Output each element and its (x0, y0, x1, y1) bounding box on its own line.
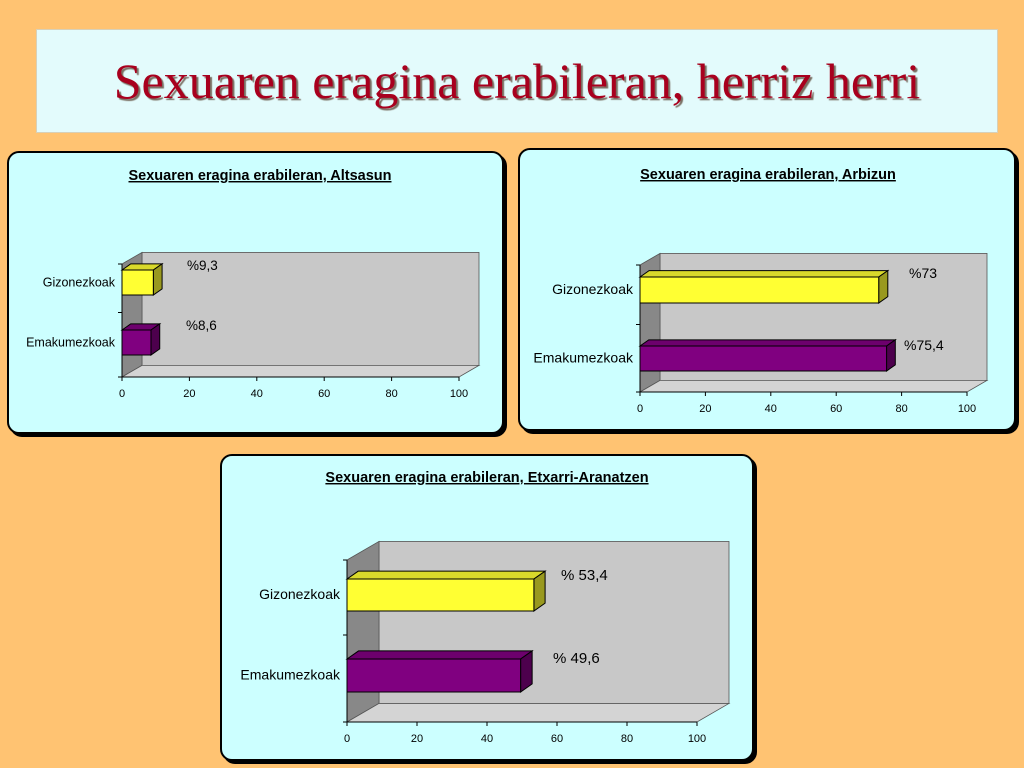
data-label: %8,6 (186, 318, 217, 333)
x-tick-label: 40 (765, 403, 777, 415)
x-tick-label: 80 (895, 403, 907, 415)
x-tick-label: 0 (119, 388, 125, 400)
plot-back-wall (141, 252, 480, 366)
chart-title: Sexuaren eragina erabileran, Altsasun (129, 168, 392, 184)
slide-title-box: Sexuaren eragina erabileran, herriz herr… (36, 29, 998, 133)
plot-floor (345, 703, 731, 723)
bar-emakumezkoak (639, 345, 888, 372)
plot-floor (120, 364, 481, 378)
x-tick-label: 60 (830, 403, 842, 415)
y-category-label: Emakumezkoak (26, 336, 116, 350)
data-label: %75,4 (904, 337, 944, 353)
bar-end-face (152, 262, 163, 296)
bar-end-face (150, 322, 161, 356)
bar-emakumezkoak (346, 658, 522, 693)
x-tick-label: 100 (958, 403, 976, 415)
bar-end-face (886, 338, 896, 372)
y-category-label: Gizonezkoak (43, 276, 116, 290)
bar-top-face (638, 339, 897, 347)
bar-gizonezkoak (639, 276, 880, 304)
x-tick-label: 40 (251, 388, 263, 400)
x-tick-label: 100 (688, 733, 706, 745)
chart-etxarri-aranatz: Sexuaren eragina erabileran, Etxarri-Ara… (220, 454, 754, 761)
chart-title: Sexuaren eragina erabileran, Etxarri-Ara… (325, 470, 648, 486)
x-tick-label: 60 (551, 733, 563, 745)
x-tick-label: 0 (344, 733, 350, 745)
x-tick-label: 0 (637, 403, 643, 415)
bar-top-face (345, 570, 547, 580)
bar-emakumezkoak (121, 329, 152, 356)
chart-title: Sexuaren eragina erabileran, Arbizun (640, 167, 896, 183)
chart-altsasu: Sexuaren eragina erabileran, Altsasun 0 20… (7, 151, 504, 434)
x-tick-label: 20 (411, 733, 423, 745)
chart-svg-altsasu: Sexuaren eragina erabileran, Altsasun 0 20… (26, 168, 481, 400)
bar-top-face (345, 650, 534, 660)
plot-floor (638, 379, 989, 393)
data-label: %9,3 (187, 258, 218, 273)
chart-svg-arbizu: Sexuaren eragina erabileran, Arbizun 0 20 4… (533, 167, 989, 415)
slide-title: Sexuaren eragina erabileran, herriz herr… (113, 53, 921, 109)
x-tick-label: 100 (450, 388, 468, 400)
chart-svg-etxarri-aranatz: Sexuaren eragina erabileran, Etxarri-Ara… (240, 470, 731, 745)
y-category-label: Emakumezkoak (533, 350, 634, 366)
bar-top-face (638, 270, 890, 278)
x-tick-label: 20 (183, 388, 195, 400)
x-tick-label: 20 (699, 403, 711, 415)
chart-arbizu: Sexuaren eragina erabileran, Arbizun 0 20 4… (518, 148, 1016, 431)
data-label: % 53,4 (561, 567, 608, 584)
x-tick-label: 80 (621, 733, 633, 745)
y-category-label: Emakumezkoak (240, 667, 341, 683)
data-label: % 49,6 (553, 650, 600, 667)
x-tick-label: 40 (481, 733, 493, 745)
bar-end-face (878, 269, 889, 304)
y-category-label: Gizonezkoak (259, 586, 341, 602)
plot-side-wall (346, 540, 380, 723)
x-tick-label: 80 (385, 388, 397, 400)
x-tick-label: 60 (318, 388, 330, 400)
y-category-label: Gizonezkoak (552, 281, 634, 297)
bar-gizonezkoak (121, 269, 154, 296)
data-label: %73 (909, 265, 937, 281)
bar-gizonezkoak (346, 578, 535, 612)
